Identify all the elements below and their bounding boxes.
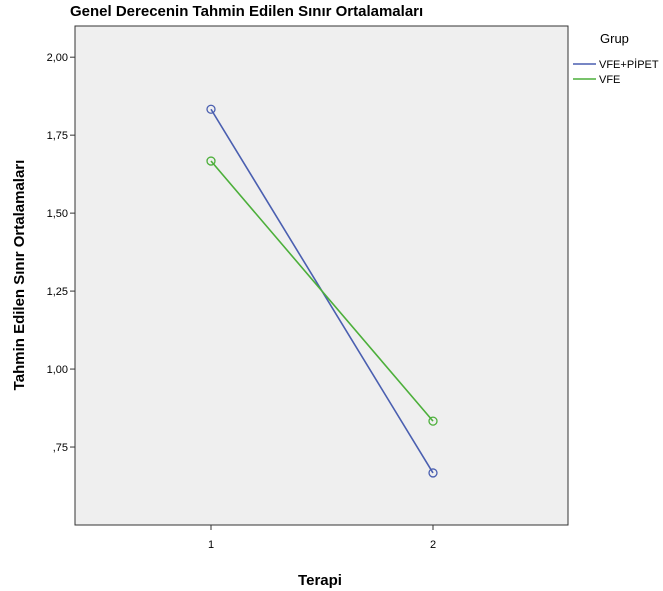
legend-title: Grup bbox=[600, 31, 629, 46]
chart-title: Genel Derecenin Tahmin Edilen Sınır Orta… bbox=[70, 3, 423, 20]
y-axis: ,75 1,00 1,25 1,50 1,75 2,00 bbox=[47, 52, 75, 454]
data-point bbox=[206, 104, 216, 114]
y-tick-label: 1,25 bbox=[47, 286, 68, 298]
data-point bbox=[206, 156, 216, 166]
y-tick-label: ,75 bbox=[53, 442, 68, 454]
x-axis-title: Terapi bbox=[298, 572, 342, 589]
legend-label: VFE+PİPET bbox=[599, 58, 659, 71]
series-line bbox=[210, 160, 434, 422]
series-layer bbox=[206, 104, 438, 478]
legend: Grup VFE+PİPET VFE bbox=[573, 31, 659, 86]
y-axis-title: Tahmin Edilen Sınır Ortalamaları bbox=[11, 160, 28, 391]
legend-items: VFE+PİPET VFE bbox=[573, 58, 659, 86]
y-tick-label: 1,50 bbox=[47, 208, 68, 220]
x-tick-label: 2 bbox=[430, 539, 436, 551]
plot-area bbox=[74, 25, 569, 526]
data-point bbox=[428, 416, 438, 426]
legend-label: VFE bbox=[599, 74, 620, 86]
x-tick-label: 1 bbox=[208, 539, 214, 551]
data-point bbox=[428, 468, 438, 478]
y-tick-label: 2,00 bbox=[47, 52, 68, 64]
y-tick-label: 1,75 bbox=[47, 130, 68, 142]
y-tick-label: 1,00 bbox=[47, 364, 68, 376]
